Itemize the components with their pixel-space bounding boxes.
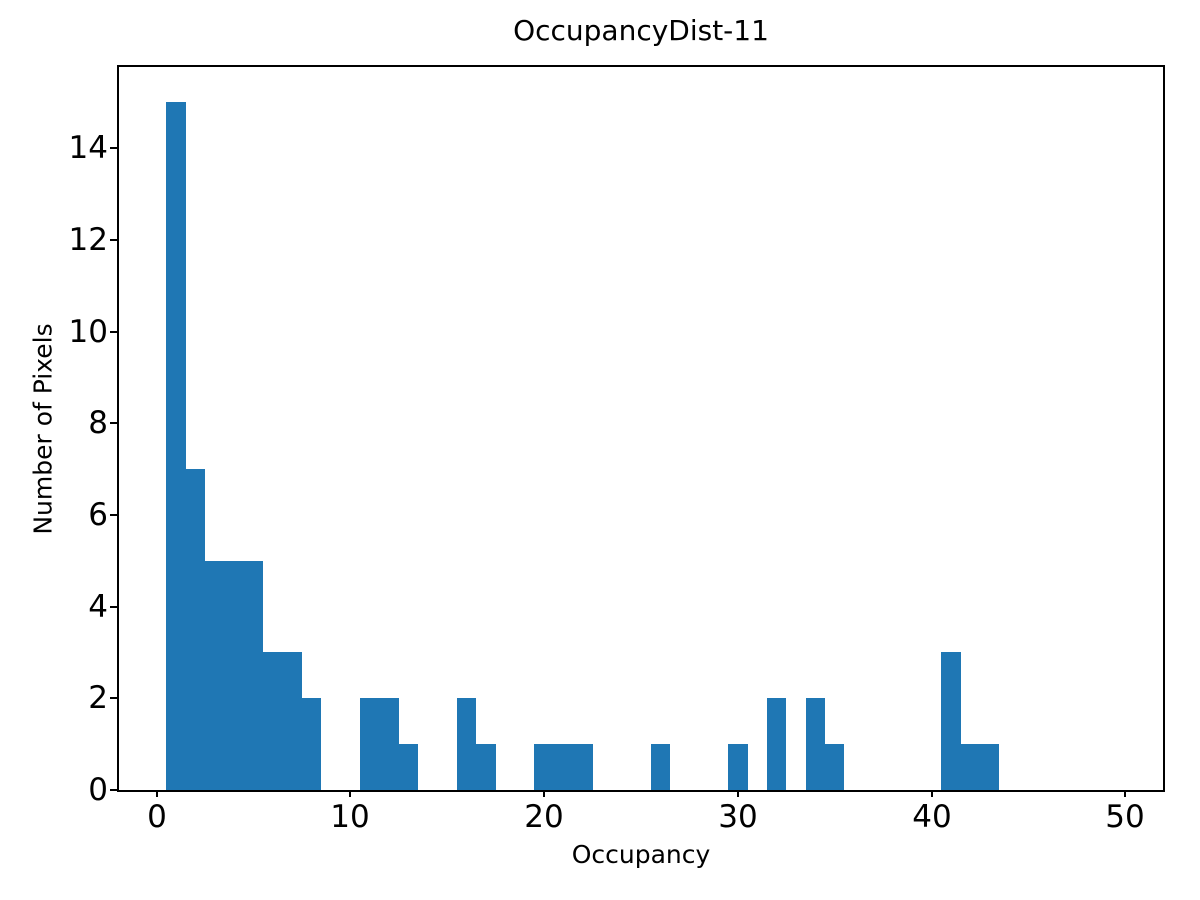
histogram-bar — [476, 744, 496, 790]
chart-title: OccupancyDist-11 — [513, 14, 769, 47]
plot-area — [117, 65, 1165, 792]
x-tick-label: 50 — [1105, 799, 1145, 835]
y-tick-label: 4 — [88, 589, 108, 625]
histogram-bar — [205, 561, 225, 790]
y-tick-label: 8 — [88, 405, 108, 441]
y-tick-label: 12 — [68, 222, 108, 258]
histogram-bar — [263, 652, 283, 790]
histogram-bar — [651, 744, 670, 790]
y-tick-mark — [110, 239, 117, 241]
x-tick-mark — [543, 790, 545, 797]
x-tick-label: 0 — [147, 799, 167, 835]
histogram-bar — [380, 698, 399, 790]
histogram-bar — [806, 698, 825, 790]
histogram-bar — [225, 561, 244, 790]
histogram-bar — [244, 561, 263, 790]
x-tick-mark — [156, 790, 158, 797]
histogram-bar — [728, 744, 748, 790]
y-tick-mark — [110, 422, 117, 424]
y-tick-mark — [110, 606, 117, 608]
histogram-bar — [186, 469, 205, 790]
x-tick-label: 30 — [718, 799, 758, 835]
histogram-bar — [283, 652, 302, 790]
y-tick-label: 6 — [88, 497, 108, 533]
x-tick-mark — [349, 790, 351, 797]
x-tick-label: 20 — [524, 799, 564, 835]
histogram-bar — [360, 698, 380, 790]
y-tick-mark — [110, 331, 117, 333]
x-tick-mark — [1124, 790, 1126, 797]
histogram-bar — [399, 744, 418, 790]
x-tick-mark — [737, 790, 739, 797]
histogram-bar — [554, 744, 573, 790]
histogram-bar — [302, 698, 321, 790]
y-tick-label: 2 — [88, 680, 108, 716]
y-tick-mark — [110, 147, 117, 149]
x-tick-mark — [931, 790, 933, 797]
x-axis-label: Occupancy — [571, 840, 711, 869]
histogram-bar — [166, 102, 186, 790]
x-tick-label: 40 — [912, 799, 952, 835]
y-tick-mark — [110, 697, 117, 699]
y-tick-label: 0 — [88, 772, 108, 808]
y-tick-label: 14 — [68, 130, 108, 166]
histogram-bar — [767, 698, 786, 790]
histogram-bar — [573, 744, 593, 790]
histogram-bar — [534, 744, 554, 790]
histogram-bar — [457, 698, 476, 790]
histogram-bar — [961, 744, 980, 790]
histogram-bar — [825, 744, 844, 790]
histogram-bar — [980, 744, 999, 790]
y-tick-mark — [110, 514, 117, 516]
y-tick-mark — [110, 789, 117, 791]
x-tick-label: 10 — [330, 799, 370, 835]
histogram-bar — [941, 652, 961, 790]
y-tick-label: 10 — [68, 314, 108, 350]
